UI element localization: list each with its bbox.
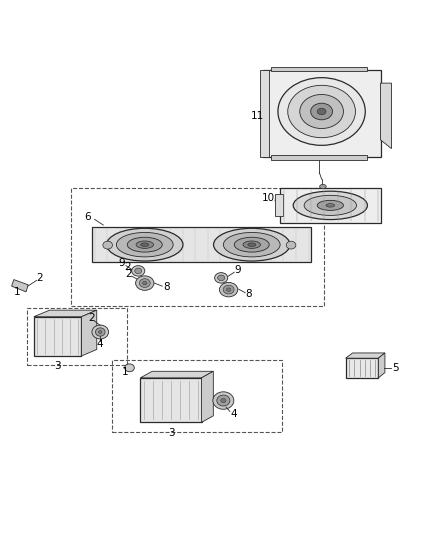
Polygon shape [201,372,213,422]
Polygon shape [381,83,392,149]
Ellipse shape [248,243,256,246]
Ellipse shape [223,285,234,294]
Text: 1: 1 [121,367,128,377]
Text: 2: 2 [88,313,94,324]
Text: 6: 6 [85,212,92,222]
Ellipse shape [136,241,153,248]
Ellipse shape [213,392,234,409]
Polygon shape [272,67,367,71]
Ellipse shape [141,243,149,246]
Ellipse shape [219,282,238,297]
Text: 3: 3 [54,361,61,371]
Text: 4: 4 [97,339,103,349]
Ellipse shape [92,325,109,339]
Polygon shape [272,155,367,159]
Text: 8: 8 [163,282,170,293]
Polygon shape [346,353,385,358]
Polygon shape [263,70,381,157]
Ellipse shape [317,200,343,211]
Ellipse shape [99,330,102,334]
Ellipse shape [103,241,113,249]
Text: 9: 9 [234,265,241,275]
Ellipse shape [215,272,228,283]
Text: 1: 1 [14,287,21,297]
Ellipse shape [311,103,332,120]
Polygon shape [378,353,385,378]
Ellipse shape [106,228,183,261]
Ellipse shape [221,398,226,403]
Ellipse shape [304,195,357,215]
Polygon shape [280,188,381,223]
Text: 2: 2 [124,262,131,272]
Ellipse shape [286,241,296,249]
Ellipse shape [326,204,335,207]
Polygon shape [34,317,81,356]
Text: 9: 9 [119,259,125,269]
Ellipse shape [226,288,231,292]
Ellipse shape [95,328,105,336]
Polygon shape [141,372,213,378]
Ellipse shape [300,94,343,128]
Text: 2: 2 [37,273,43,283]
Ellipse shape [288,85,356,138]
Text: 8: 8 [245,289,252,300]
Ellipse shape [317,108,326,115]
Text: 3: 3 [168,429,174,438]
Ellipse shape [143,281,147,285]
Text: 5: 5 [392,363,399,373]
Polygon shape [141,378,201,422]
Ellipse shape [117,232,173,257]
Text: 11: 11 [251,111,264,122]
Ellipse shape [125,364,134,372]
Ellipse shape [234,237,269,252]
Ellipse shape [243,241,261,248]
Bar [275,195,283,216]
Ellipse shape [139,279,150,287]
Text: 10: 10 [262,192,275,203]
Polygon shape [346,358,378,378]
Ellipse shape [223,232,280,257]
Polygon shape [92,227,311,262]
Ellipse shape [136,276,154,290]
Polygon shape [34,310,97,317]
Polygon shape [261,70,269,157]
Ellipse shape [127,237,162,252]
Ellipse shape [135,268,142,274]
Polygon shape [81,310,97,356]
Ellipse shape [217,395,230,406]
Polygon shape [12,280,28,292]
Ellipse shape [293,191,367,220]
Ellipse shape [132,265,145,276]
Ellipse shape [320,184,326,189]
Text: 2: 2 [125,269,131,279]
Ellipse shape [218,275,225,281]
Ellipse shape [278,78,365,146]
Ellipse shape [214,228,290,261]
Text: 4: 4 [230,409,237,419]
